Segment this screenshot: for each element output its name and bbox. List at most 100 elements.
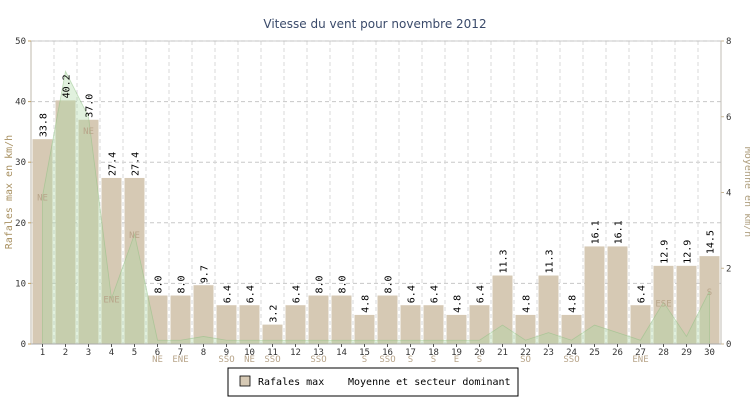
bar [78, 119, 99, 344]
y-tick-label: 30 [15, 158, 26, 168]
bar [124, 177, 145, 344]
x-tick-label: 5 [132, 348, 137, 358]
x-tick-label: 23 [543, 348, 554, 358]
sector-label: NE [37, 193, 48, 203]
sector-label: NE [129, 231, 140, 241]
x-tick-label: 16 [382, 348, 393, 358]
bar [285, 305, 306, 344]
y2-axis-label: Moyenne en km/h [742, 147, 750, 237]
sector-label: SSO [310, 355, 326, 365]
sector-label: SSO [379, 355, 395, 365]
bar [193, 285, 214, 344]
bar-value-label: 3.2 [269, 305, 280, 323]
sector-label: NE [152, 355, 163, 365]
x-tick-label: 29 [681, 348, 692, 358]
x-tick-label: 11 [267, 348, 278, 358]
x-tick-label: 2 [63, 348, 68, 358]
bar [676, 265, 697, 344]
bar [446, 314, 467, 344]
axes [28, 40, 724, 347]
sector-label: ENE [172, 355, 188, 365]
bar-value-label: 12.9 [683, 240, 694, 264]
bar-value-label: 6.4 [223, 285, 234, 303]
sector-label: SO [520, 355, 531, 365]
x-tick-label: 19 [451, 348, 462, 358]
bar-value-label: 6.4 [430, 285, 441, 303]
y2-tick-label: 2 [726, 264, 731, 274]
bar [630, 305, 651, 344]
bar [607, 246, 628, 344]
bar [308, 295, 329, 344]
bar [331, 295, 352, 344]
sector-label: ENE [103, 296, 119, 306]
bar-value-label: 6.4 [476, 285, 487, 303]
x-tick-label: 25 [589, 348, 600, 358]
y2-tick-label: 8 [726, 37, 731, 47]
sector-label: S [431, 355, 436, 365]
bar [423, 305, 444, 344]
bar-value-label: 12.9 [660, 240, 671, 264]
sector-label: NE [244, 355, 255, 365]
sector-label: S [707, 288, 712, 298]
bar-value-labels: 33.8 40.2 37.0 27.4 27.4 8.0 8.0 9.7 6.4 6.4 3.2 6.… [39, 74, 717, 322]
bar-value-label: 8.0 [177, 275, 188, 293]
x-tick-label: 4 [109, 348, 114, 358]
bar [538, 275, 559, 344]
bar-value-label: 8.0 [384, 275, 395, 293]
x-tick-label: 24 [566, 348, 577, 358]
bar-value-label: 4.8 [568, 295, 579, 313]
bar [239, 305, 260, 344]
x-tick-label: 20 [474, 348, 485, 358]
x-tick-label: 10 [244, 348, 255, 358]
bar-value-label: 16.1 [591, 220, 602, 244]
bar-value-label: 6.4 [292, 285, 303, 303]
y-tick-label: 40 [15, 98, 26, 108]
bar-value-label: 4.8 [522, 295, 533, 313]
bar-value-label: 11.3 [499, 249, 510, 273]
bar [653, 265, 674, 344]
bar-value-label: 8.0 [338, 275, 349, 293]
chart-title: Vitesse du vent pour novembre 2012 [263, 17, 486, 31]
bar-value-label: 4.8 [453, 295, 464, 313]
bar [469, 305, 490, 344]
bar-value-label: 6.4 [407, 285, 418, 303]
sector-label: SSO [563, 355, 579, 365]
y2-tick-labels: 0 2 4 6 8 [726, 37, 731, 350]
y-tick-label: 10 [15, 279, 26, 289]
bar-value-label: 16.1 [614, 220, 625, 244]
bar-value-label: 14.5 [706, 230, 717, 254]
bar [354, 314, 375, 344]
y-axis-label: Rafales max en km/h [4, 135, 15, 249]
sector-label: S [362, 355, 367, 365]
y2-tick-label: 0 [726, 340, 731, 350]
bar [584, 246, 605, 344]
bar [101, 177, 122, 344]
x-tick-label: 22 [520, 348, 531, 358]
bar-value-label: 11.3 [545, 249, 556, 273]
sector-label: ENE [632, 355, 648, 365]
x-tick-label: 13 [313, 348, 324, 358]
bar [400, 305, 421, 344]
bar-value-label: 27.4 [131, 152, 142, 176]
legend: Rafales max Moyenne et secteur dominant [227, 367, 519, 397]
y-tick-label: 20 [15, 219, 26, 229]
x-tick-label: 17 [405, 348, 416, 358]
x-tick-labels: 1 2 3 4 5 6 7 8 9 10 11 12 13 14 15 16 17 18 19 20 21 22 23 24 2… [40, 348, 715, 358]
bar-value-label: 37.0 [85, 94, 96, 118]
legend-label-bars: Rafales max [258, 377, 324, 388]
x-tick-label: 28 [658, 348, 669, 358]
x-tick-label: 3 [86, 348, 91, 358]
sector-label: NE [83, 127, 94, 137]
y-tick-label: 0 [21, 340, 26, 350]
bar [170, 295, 191, 344]
sector-label: SSO [264, 355, 280, 365]
bar [492, 275, 513, 344]
x-tick-label: 15 [359, 348, 370, 358]
legend-label-average: Moyenne et secteur dominant [348, 377, 511, 388]
bar-value-label: 6.4 [637, 285, 648, 303]
bar [216, 305, 237, 344]
bar-value-label: 4.8 [361, 295, 372, 313]
average-area [42, 70, 710, 345]
bar-value-label: 33.8 [39, 113, 50, 137]
